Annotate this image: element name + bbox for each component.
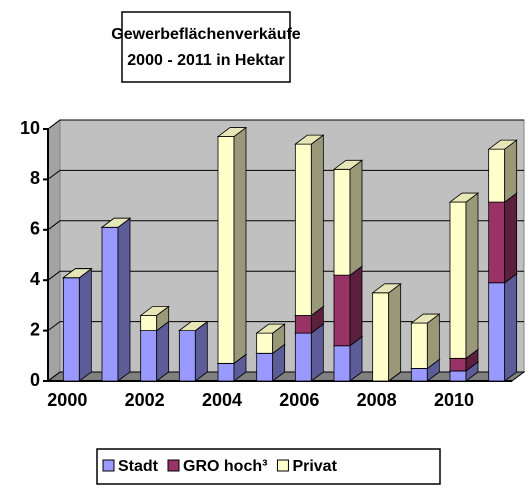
bar-side	[78, 267, 92, 382]
bar-segment	[487, 272, 518, 382]
bar-front	[140, 330, 158, 382]
bar-side	[194, 320, 208, 382]
chart-title: Gewerbeflächenverkäufe	[111, 26, 301, 43]
side-wall	[47, 119, 61, 382]
bar-front	[256, 352, 274, 382]
bar-side	[465, 192, 479, 360]
bar-top	[255, 323, 286, 334]
y-tick-label: 0	[30, 370, 40, 390]
legend-swatch	[276, 459, 289, 472]
bar-side	[388, 282, 402, 382]
y-tick-label: 10	[20, 118, 40, 138]
bar-segment	[178, 321, 209, 332]
bar-segment	[100, 217, 132, 382]
bar-front	[488, 282, 506, 382]
bar-top	[62, 268, 93, 279]
bar-segment	[139, 305, 170, 332]
y-tick-label: 2	[30, 319, 40, 339]
bar-segment	[332, 335, 364, 382]
bar-front	[178, 330, 196, 382]
grid-line	[47, 169, 524, 180]
bar-segment	[371, 282, 402, 382]
x-tick-label: 2006	[279, 390, 319, 410]
bar-top	[178, 321, 209, 332]
x-tick-label: 2002	[125, 390, 165, 410]
bar-segment	[255, 323, 286, 355]
bar-front	[101, 226, 119, 382]
chart-title: 2000 - 2011 in Hektar	[127, 52, 284, 69]
x-tick-label: 2008	[357, 390, 397, 410]
bar-segment	[294, 134, 325, 317]
x-tick-label: 2000	[47, 390, 87, 410]
grid-line	[47, 270, 524, 281]
legend-label: Stadt	[118, 458, 159, 475]
bar-top	[294, 134, 325, 145]
bar-front	[333, 345, 351, 382]
bar-front	[256, 332, 274, 354]
bar-segment	[216, 126, 248, 365]
x-tick-label: 2010	[434, 390, 474, 410]
grid-line	[47, 119, 524, 130]
bar-side	[504, 272, 518, 382]
bar-front	[294, 143, 312, 316]
bar-front	[140, 315, 158, 332]
bar-front	[217, 136, 235, 364]
grid-line	[47, 371, 524, 382]
bar-segment	[487, 192, 518, 284]
x-tick-label: 2004	[202, 390, 242, 410]
bar-top	[448, 192, 480, 203]
bar-side	[310, 323, 324, 382]
bar-segment	[62, 268, 93, 279]
bar-side	[349, 265, 363, 347]
bar-front	[449, 357, 467, 372]
bar-top	[410, 313, 441, 324]
bar-top	[216, 127, 248, 137]
bar-side	[233, 126, 247, 365]
bar-front	[449, 201, 467, 359]
bar-side	[349, 159, 363, 276]
legend-label: Privat	[292, 458, 337, 475]
legend-swatch	[167, 459, 180, 472]
bar-front	[333, 274, 351, 347]
y-tick-label: 8	[30, 168, 40, 188]
bar-top	[139, 306, 170, 316]
bar-top	[487, 139, 518, 150]
bar-side	[117, 217, 131, 382]
grid-line	[47, 321, 524, 332]
bar-front	[333, 168, 351, 276]
bar-front	[410, 367, 428, 382]
bar-front	[294, 332, 312, 382]
bar-segment	[100, 217, 132, 228]
bar-front	[217, 362, 235, 382]
bar-top	[332, 159, 364, 170]
bar-front	[488, 148, 506, 203]
bar-segment	[332, 265, 364, 347]
legend-box	[96, 448, 441, 485]
bar-side	[426, 313, 440, 370]
bar-segment	[487, 139, 518, 203]
bar-front	[372, 292, 390, 382]
bar-side	[156, 320, 170, 382]
bar-front	[449, 370, 467, 382]
bar-front	[410, 322, 428, 369]
y-tick-label: 6	[30, 219, 40, 239]
bar-front	[488, 201, 506, 284]
title-box	[121, 11, 291, 83]
bar-segment	[410, 313, 441, 370]
legend-label: GRO hoch³	[183, 458, 267, 475]
bar-segment	[62, 267, 93, 382]
bar-side	[504, 192, 518, 284]
bar-segment	[448, 192, 480, 360]
bar-segment	[332, 159, 364, 276]
bar-front	[294, 315, 312, 334]
grid-line	[47, 220, 524, 231]
bar-front	[62, 277, 80, 382]
bar-side	[310, 134, 324, 317]
bar-top	[100, 217, 132, 228]
legend-swatch	[102, 459, 115, 472]
bar-top	[371, 283, 402, 294]
y-tick-label: 4	[30, 269, 40, 289]
bar-side	[504, 139, 518, 203]
